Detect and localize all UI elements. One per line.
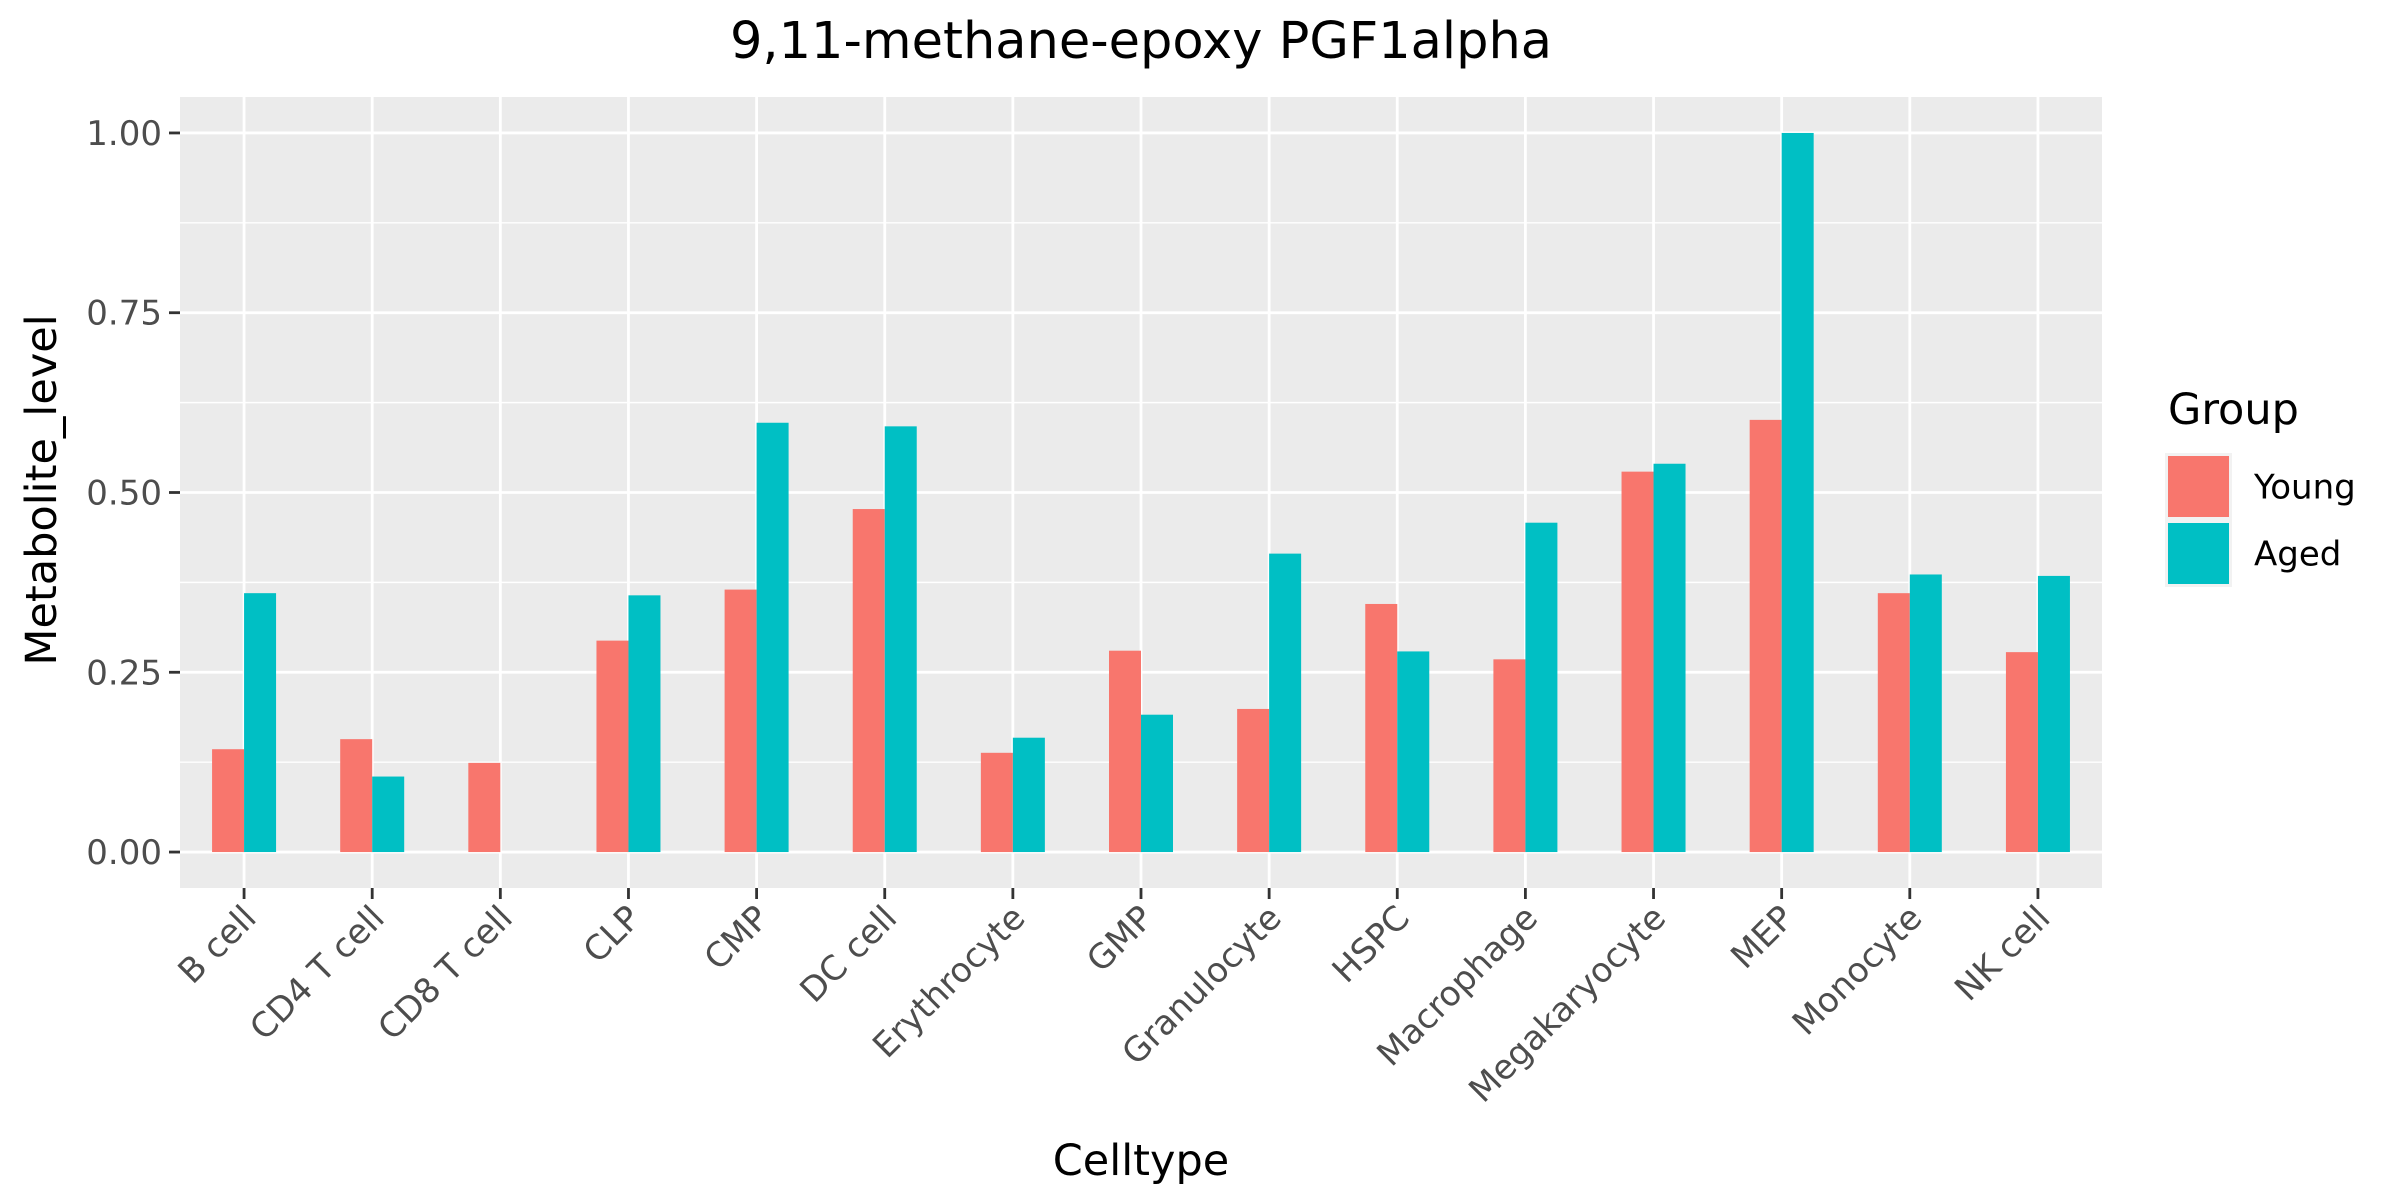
legend-key-young <box>2168 456 2229 517</box>
bar-aged <box>372 776 405 853</box>
bar-young <box>468 762 501 853</box>
legend-key-aged <box>2168 523 2229 584</box>
bar-young <box>1493 659 1526 853</box>
bar-aged <box>1012 737 1045 853</box>
chart-title: 9,11-methane-epoxy PGF1alpha <box>730 12 1552 71</box>
x-tick-label: B cell <box>171 898 265 992</box>
bar-young <box>340 739 373 853</box>
x-tick-label: MEP <box>1723 898 1802 977</box>
x-tick-label: CD4 T cell <box>242 898 392 1048</box>
bar-young <box>724 589 757 853</box>
bar-aged <box>1909 574 1942 853</box>
x-tick-label: HSPC <box>1325 898 1418 991</box>
bar-young <box>1621 471 1654 853</box>
x-tick-label: NK cell <box>1947 898 2058 1009</box>
x-tick-label: CLP <box>576 898 649 971</box>
bar-aged <box>244 593 277 853</box>
x-axis-title: Celltype <box>1053 1136 1229 1186</box>
y-tick-label: 1.00 <box>86 114 162 154</box>
y-axis-title: Metabolite_level <box>17 314 67 665</box>
bar-young <box>596 640 629 853</box>
bar-young <box>212 749 245 853</box>
bar-young <box>980 752 1013 853</box>
bar-young <box>1237 708 1270 853</box>
y-tick-label: 0.00 <box>86 833 162 873</box>
bar-aged <box>1269 553 1302 853</box>
bar-aged <box>1141 714 1173 853</box>
x-tick-label: CMP <box>697 898 777 978</box>
bar-aged <box>1525 522 1558 853</box>
bar-aged <box>1397 651 1430 853</box>
x-tick-label: Monocyte <box>1785 898 1930 1043</box>
x-tick-label: DC cell <box>793 898 906 1011</box>
bar-young <box>1365 603 1398 853</box>
bar-young <box>1877 593 1910 853</box>
bar-aged <box>756 422 789 853</box>
y-tick-label: 0.75 <box>86 294 162 334</box>
bar-young <box>852 509 885 853</box>
legend-title: Group <box>2168 385 2299 435</box>
bar-aged <box>2037 575 2070 853</box>
x-tick-label: CD8 T cell <box>370 898 520 1048</box>
bar-aged <box>1781 132 1814 853</box>
bar-aged <box>884 426 917 853</box>
legend-label-young: Young <box>2253 468 2356 508</box>
bar-young <box>2005 652 2038 853</box>
bar-aged <box>628 595 661 853</box>
bar-aged <box>1653 463 1686 853</box>
x-tick-label: GMP <box>1079 898 1161 980</box>
y-tick-label: 0.50 <box>86 474 162 514</box>
y-tick-label: 0.25 <box>86 653 162 693</box>
legend-label-aged: Aged <box>2254 535 2341 575</box>
bar-young <box>1749 419 1782 853</box>
legend: Group Young Aged <box>2165 385 2356 587</box>
bar-young <box>1109 650 1141 853</box>
